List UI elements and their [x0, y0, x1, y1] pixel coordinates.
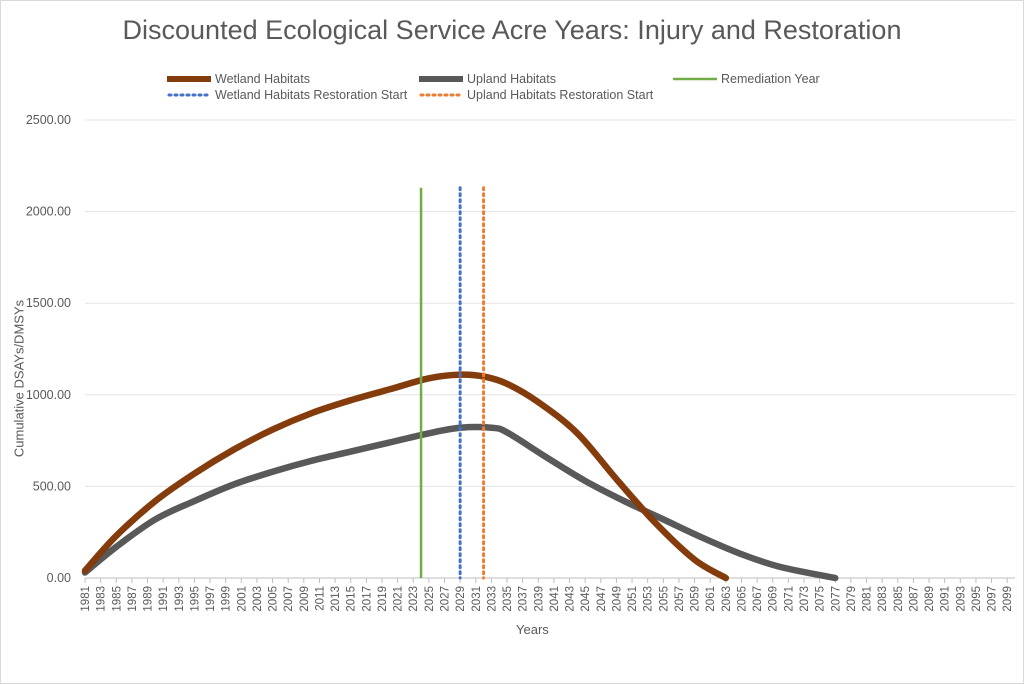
x-tick-label: 2025 [424, 586, 436, 612]
x-tick-label: 2051 [627, 586, 639, 612]
x-tick-label: 2075 [815, 586, 827, 612]
x-tick-label: 2045 [580, 586, 592, 612]
x-tick-label: 2027 [439, 586, 451, 612]
x-tick-label: 2043 [565, 586, 577, 612]
x-tick-label: 2041 [549, 586, 561, 612]
legend-label-wetland-restoration: Wetland Habitats Restoration Start [215, 88, 408, 102]
x-tick-label: 2097 [987, 586, 999, 612]
y-tick-label: 0.00 [47, 571, 71, 585]
x-tick-label: 2059 [690, 586, 702, 612]
x-tick-label: 1991 [158, 586, 170, 612]
x-tick-label: 1993 [174, 586, 186, 612]
y-tick-label: 2000.00 [26, 205, 71, 219]
x-tick-label: 2031 [471, 586, 483, 612]
legend-label-upland: Upland Habitats [467, 72, 556, 86]
x-tick-label: 2095 [971, 586, 983, 612]
x-tick-label: 2029 [455, 586, 467, 612]
x-tick-label: 2019 [377, 586, 389, 612]
x-tick-label: 2021 [393, 586, 405, 612]
x-tick-label: 2003 [252, 586, 264, 612]
x-tick-label: 2069 [768, 586, 780, 612]
legend-item-upland-restoration: Upland Habitats Restoration Start [419, 88, 653, 102]
x-tick-label: 2015 [346, 586, 358, 612]
legend-label-remediation: Remediation Year [721, 72, 820, 86]
x-tick-label: 2033 [486, 586, 498, 612]
y-tick-label: 1000.00 [26, 388, 71, 402]
x-tick-label: 2099 [1002, 586, 1014, 612]
x-tick-label: 2011 [314, 586, 326, 611]
series-line-wetland [81, 371, 730, 582]
x-tick-label: 2009 [299, 586, 311, 612]
x-tick-label: 2085 [893, 586, 905, 612]
x-tick-label: 2083 [877, 586, 889, 612]
x-tick-label: 1981 [80, 586, 92, 612]
legend-swatch-wetland [167, 76, 211, 82]
x-tick-label: 1997 [205, 586, 217, 612]
x-tick-label: 2065 [736, 586, 748, 612]
x-tick-label: 2077 [830, 586, 842, 612]
x-tick-label: 1987 [127, 586, 139, 612]
legend-swatch-upland-restoration [419, 93, 463, 97]
x-tick-label: 1995 [189, 586, 201, 612]
legend-swatch-wetland-restoration [167, 93, 211, 97]
x-tick-label: 2013 [330, 586, 342, 612]
x-tick-label: 2081 [862, 586, 874, 612]
legend-item-upland: Upland Habitats [419, 72, 556, 86]
x-tick-label: 2063 [721, 586, 733, 612]
x-tick-label: 2053 [643, 586, 655, 612]
x-tick-label: 1983 [96, 586, 108, 612]
x-tick-label: 2049 [611, 586, 623, 612]
chart-title: Discounted Ecological Service Acre Years… [122, 15, 902, 45]
y-tick-label: 2500.00 [26, 113, 71, 127]
x-tick-label: 2089 [924, 586, 936, 612]
y-tick-label: 500.00 [33, 479, 71, 493]
x-tick-label: 2039 [533, 586, 545, 612]
x-tick-label: 2035 [502, 586, 514, 612]
x-tick-label: 1985 [111, 586, 123, 612]
legend-swatch-upland [419, 76, 463, 82]
x-tick-label: 2023 [408, 586, 420, 612]
legend-label-upland-restoration: Upland Habitats Restoration Start [467, 88, 654, 102]
legend-item-wetland: Wetland Habitats [167, 72, 310, 86]
x-tick-label: 2061 [705, 586, 717, 612]
x-tick-label: 2091 [940, 586, 952, 612]
x-tick-label: 2073 [799, 586, 811, 612]
x-tick-label: 1999 [221, 586, 233, 612]
x-tick-label: 2093 [955, 586, 967, 612]
x-tick-label: 2047 [596, 586, 608, 612]
legend-item-remediation: Remediation Year [673, 72, 820, 86]
x-tick-label: 2005 [268, 586, 280, 612]
x-tick-label: 2001 [236, 586, 248, 612]
x-axis-label: Years [516, 622, 549, 637]
x-tick-label: 2067 [752, 586, 764, 612]
x-tick-label: 2007 [283, 586, 295, 612]
x-tick-label: 2087 [908, 586, 920, 612]
x-tick-label: 2071 [783, 586, 795, 612]
legend-label-wetland: Wetland Habitats [215, 72, 310, 86]
x-tick-label: 2037 [518, 586, 530, 612]
x-tick-label: 2079 [846, 586, 858, 612]
x-tick-label: 2017 [361, 586, 373, 612]
legend-swatch-remediation [673, 77, 717, 81]
x-tick-label: 2055 [658, 586, 670, 612]
x-tick-label: 2057 [674, 586, 686, 612]
x-tick-label: 1989 [143, 586, 155, 612]
y-tick-label: 1500.00 [26, 296, 71, 310]
legend-item-wetland-restoration: Wetland Habitats Restoration Start [167, 88, 407, 102]
